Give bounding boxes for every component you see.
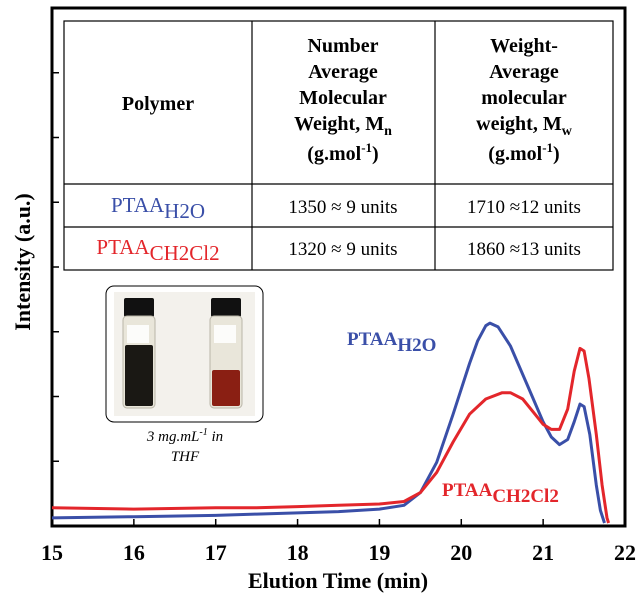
x-tick-label: 22 <box>614 540 636 565</box>
table-header-polymer: Polymer <box>122 93 194 115</box>
x-axis-ticks: 15 16 17 18 19 20 21 22 <box>41 519 636 565</box>
table-header-mw-line2: Average <box>489 61 559 83</box>
table-header-mn-line2: Average <box>308 61 378 83</box>
x-axis-label: Elution Time (min) <box>248 568 428 593</box>
table-header-mw: Weight- Average molecular weight, Mw (g.… <box>476 35 573 165</box>
table-border <box>63 20 614 271</box>
table-header-mn-line3: Molecular <box>299 87 387 109</box>
table-header-mw-sub: w <box>562 124 573 139</box>
table-header-mn-line5: (g.mol-1) <box>307 140 378 165</box>
annotation-ptaa-ch2cl2: PTAACH2Cl2 <box>442 480 559 507</box>
series-line-ptaa-h2o <box>51 321 606 524</box>
inset-caption-text: 3 mg.mL <box>146 429 200 445</box>
y-axis-ticks <box>52 72 59 462</box>
annotation-ptaa-h2o-sub: H2O <box>397 335 436 356</box>
y-axis-label: Intensity (a.u.) <box>10 193 35 331</box>
table-row-1-mn: 1350 ≈ 9 units <box>288 197 397 218</box>
inset-caption-sup: -1 <box>199 427 207 438</box>
series-line-ptaa-ch2cl2 <box>51 346 611 524</box>
table-row-2-mw: 1860 ≈13 units <box>467 239 581 260</box>
table-row-2-polymer: PTAACH2Cl2 <box>96 235 219 265</box>
annotation-ptaa-h2o-main: PTAA <box>347 329 398 350</box>
table-header-mn-sup: -1 <box>361 140 372 155</box>
table-header-mn-line4: Weight, Mn <box>294 113 392 139</box>
x-tick-label: 17 <box>205 540 227 565</box>
x-tick-label: 15 <box>41 540 63 565</box>
table-header-mn-weight: Weight, M <box>294 113 384 135</box>
table-header-mw-close: ) <box>553 143 560 165</box>
table-header-mw-weight: weight, M <box>476 113 562 135</box>
x-tick-label: 16 <box>123 540 145 565</box>
vial-right-icon <box>209 298 243 409</box>
table-header-mw-sup: -1 <box>542 140 553 155</box>
vials-photo-inset: 3 mg.mL-1 in THF <box>105 285 264 465</box>
x-tick-label: 21 <box>532 540 554 565</box>
table-header-mn-sub: n <box>384 124 392 139</box>
table-row-2-polymer-sub: CH2Cl2 <box>150 241 220 265</box>
table-row-2-polymer-main: PTAA <box>96 235 150 259</box>
table-row-1-polymer-main: PTAA <box>111 193 165 217</box>
table-header-mw-line4: weight, Mw <box>476 113 573 139</box>
table-row-1-polymer: PTAAH2O <box>111 193 205 223</box>
table-row-1-mw: 1710 ≈12 units <box>467 197 581 218</box>
x-tick-label: 20 <box>450 540 472 565</box>
annotation-ptaa-ch2cl2-sub: CH2Cl2 <box>492 486 559 507</box>
inset-caption-tail: in <box>208 429 223 445</box>
table-header-mn: Number Average Molecular Weight, Mn (g.m… <box>294 35 392 165</box>
table-header-mw-line5: (g.mol-1) <box>488 140 559 165</box>
table-header-mw-line3: molecular <box>481 87 567 109</box>
table-row-1-polymer-sub: H2O <box>164 199 205 223</box>
series-layer <box>51 321 611 524</box>
molecular-weight-table: Polymer Number Average Molecular Weight,… <box>63 20 614 271</box>
table-header-mn-close: ) <box>372 143 379 165</box>
x-tick-label: 18 <box>287 540 309 565</box>
x-tick-label: 19 <box>368 540 390 565</box>
table-row-2-mn: 1320 ≈ 9 units <box>288 239 397 260</box>
table-header-mw-unit: (g.mol <box>488 143 542 165</box>
annotation-ptaa-h2o: PTAAH2O <box>347 329 436 356</box>
inset-caption-line2: THF <box>171 449 200 465</box>
vial-left-icon <box>122 298 156 409</box>
table-header-mn-unit: (g.mol <box>307 143 361 165</box>
inset-caption-line1: 3 mg.mL-1 in <box>146 427 223 445</box>
table-header-mw-line1: Weight- <box>490 35 558 57</box>
annotation-ptaa-ch2cl2-main: PTAA <box>442 480 493 501</box>
table-header-mn-line1: Number <box>307 35 378 57</box>
